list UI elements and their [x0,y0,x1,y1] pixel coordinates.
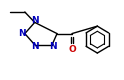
Text: N: N [49,42,57,51]
Text: O: O [68,45,76,54]
Text: N: N [31,42,39,51]
Text: N: N [18,29,26,38]
Text: N: N [31,16,39,25]
